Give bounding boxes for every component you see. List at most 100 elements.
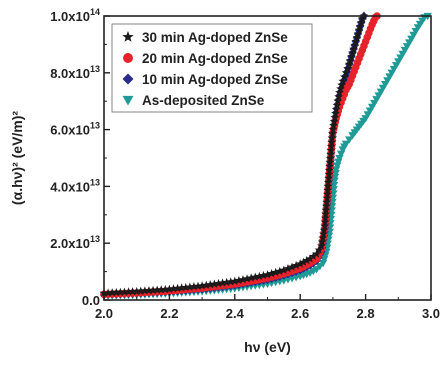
data-point <box>339 72 349 81</box>
data-point <box>267 268 276 278</box>
data-point <box>321 201 331 211</box>
y-tick-label: 1.0x1014 <box>50 7 100 24</box>
data-point <box>333 162 342 170</box>
data-point <box>356 18 366 27</box>
y-tick-label: 4.0x1013 <box>50 177 100 194</box>
data-point <box>230 276 240 285</box>
data-point <box>173 283 182 293</box>
data-point <box>350 40 360 50</box>
data-point <box>263 270 272 279</box>
data-point <box>330 173 340 182</box>
data-point <box>335 88 344 97</box>
data-point <box>160 284 170 294</box>
data-point <box>352 33 362 42</box>
data-point <box>338 76 348 86</box>
data-point <box>299 257 308 266</box>
data-point <box>326 149 335 159</box>
data-point <box>349 44 358 53</box>
data-point <box>201 280 211 289</box>
data-point <box>144 286 154 295</box>
data-point <box>334 158 343 166</box>
data-point <box>317 237 327 246</box>
data-point <box>319 225 329 234</box>
legend-marker <box>122 95 134 106</box>
data-point <box>327 133 337 142</box>
x-tick-label: 2.0 <box>95 306 113 321</box>
y-axis-label: (α.hν)² (eV/m)² <box>9 111 25 205</box>
data-point <box>325 161 335 171</box>
data-point <box>152 285 162 294</box>
data-point <box>148 285 158 295</box>
y-axis-ticks: 0.0 2.0x1013 4.0x1013 6.0x1013 8.0x1013 1.0x1… <box>50 7 110 308</box>
data-point <box>326 142 336 151</box>
data-point <box>181 282 191 292</box>
legend-label: 20 min Ag-doped ZnSe <box>142 51 288 66</box>
data-point <box>156 285 166 294</box>
data-point <box>287 262 297 271</box>
data-point <box>320 213 330 222</box>
data-point <box>328 124 338 134</box>
data-point <box>331 109 340 118</box>
data-point <box>305 254 315 263</box>
data-point <box>320 221 330 230</box>
data-point <box>330 177 339 185</box>
data-point <box>318 259 328 268</box>
data-point <box>321 205 331 214</box>
data-point <box>320 217 330 226</box>
data-point <box>275 266 285 276</box>
data-point <box>330 113 340 122</box>
data-point <box>318 233 328 242</box>
data-point <box>332 100 342 110</box>
data-point <box>209 279 219 288</box>
data-point <box>259 270 268 280</box>
data-point <box>355 21 365 31</box>
data-point <box>336 84 345 93</box>
data-point <box>246 273 256 282</box>
data-point <box>324 169 334 179</box>
data-point <box>279 265 289 274</box>
data-point <box>238 275 248 284</box>
data-point <box>323 185 333 195</box>
data-point <box>331 166 341 174</box>
x-tick-label: 2.4 <box>226 306 245 321</box>
data-point <box>234 275 244 285</box>
y-tick-label: 2.0x1013 <box>50 234 100 251</box>
data-point <box>333 96 343 105</box>
x-tick-label: 2.8 <box>357 306 375 321</box>
data-point <box>351 36 361 46</box>
data-point <box>169 284 178 293</box>
data-point <box>128 287 138 296</box>
x-tick-label: 3.0 <box>422 306 440 321</box>
data-point <box>222 277 232 287</box>
data-point <box>323 177 333 187</box>
data-point <box>218 278 227 287</box>
data-point <box>329 117 339 126</box>
data-point <box>325 157 335 167</box>
data-point <box>124 287 133 296</box>
data-point <box>325 153 335 163</box>
legend-marker <box>122 30 134 42</box>
data-point <box>107 288 117 297</box>
legend: 30 min Ag-doped ZnSe 20 min Ag-doped ZnSe… <box>111 23 313 113</box>
data-point <box>326 146 336 155</box>
data-point <box>337 80 347 89</box>
data-point <box>115 287 125 297</box>
x-tick-label: 2.2 <box>160 306 178 321</box>
data-point <box>103 288 113 297</box>
data-point <box>291 260 301 270</box>
data-point <box>319 229 328 238</box>
data-point <box>250 272 260 281</box>
data-point <box>185 282 195 291</box>
data-point <box>132 286 142 296</box>
data-point <box>322 189 332 199</box>
data-point <box>323 181 333 191</box>
data-point <box>334 92 344 101</box>
x-axis-label: hν (eV) <box>244 339 291 355</box>
data-point <box>322 197 332 207</box>
data-point <box>308 251 318 261</box>
data-point <box>328 129 337 138</box>
data-point <box>177 283 187 292</box>
data-point <box>242 274 252 283</box>
legend-label: 30 min Ag-doped ZnSe <box>142 30 288 45</box>
